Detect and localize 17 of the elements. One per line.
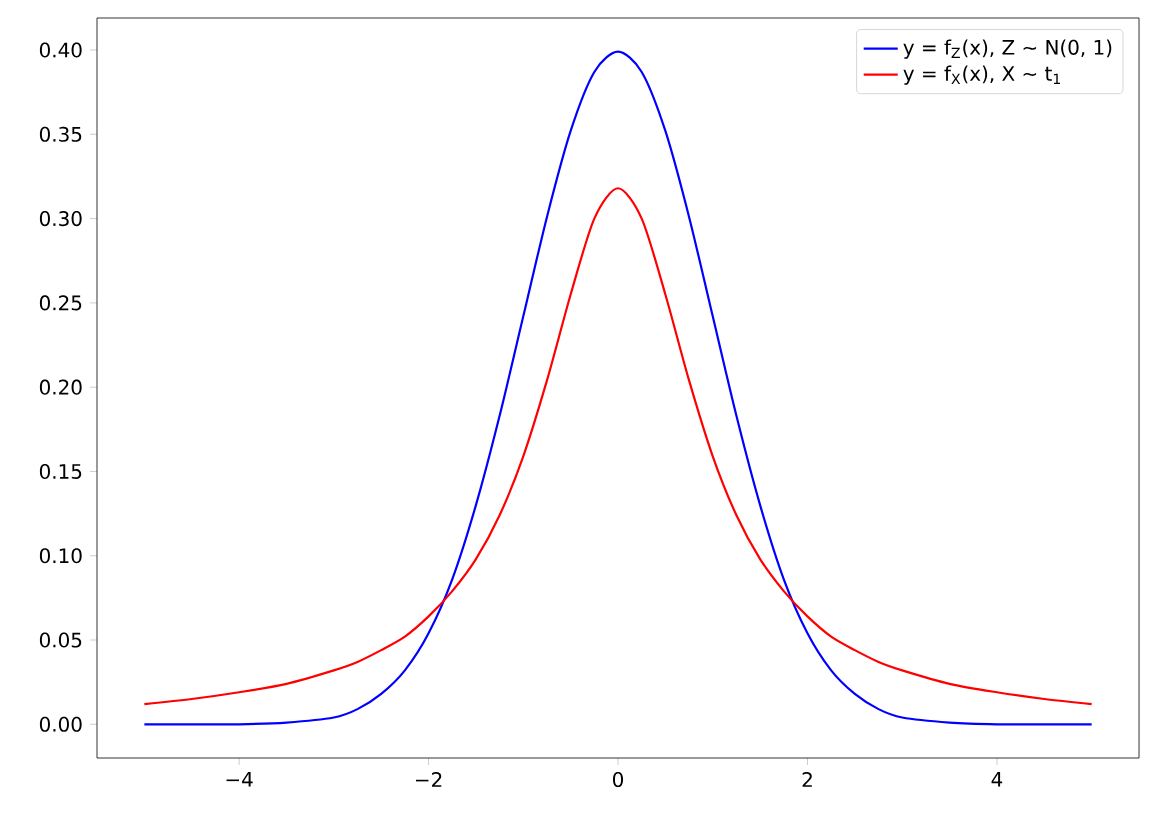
y-tick-label: 0.30 [39,211,82,227]
y-tick-label: 0.10 [39,548,82,564]
y-tick-label: 0.25 [39,295,82,311]
legend-label: y = f$_{X}$(x), X ∼ t$_{1}$ [903,65,1060,85]
line-series [143,187,1093,706]
y-tick-label: 0.40 [39,42,82,58]
x-tick-label: 0 [612,772,624,788]
y-tick-label: 0.20 [39,379,82,395]
x-tick-label: 4 [991,772,1003,787]
y-tick-label: 0.35 [39,126,82,142]
legend-label: y = f$_{Z}$(x), Z ∼ N(0, 1) [903,39,1112,59]
y-tick-label: 0.05 [39,632,82,648]
y-tick-label: 0.00 [39,716,82,732]
x-tick-label: 2 [802,772,812,787]
x-tick-label: −2 [415,772,442,787]
y-tick-label: 0.15 [39,463,82,479]
x-tick-label: −4 [226,772,253,787]
